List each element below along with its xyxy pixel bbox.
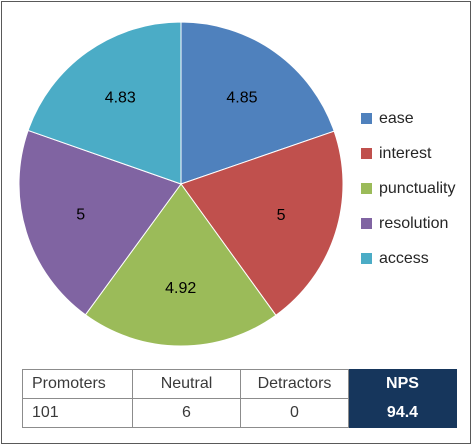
nps-table-header-row: Promoters Neutral Detractors NPS [22,369,457,399]
legend-item-interest: interest [361,136,456,171]
legend-item-ease: ease [361,101,456,136]
data-label-punctuality: 4.92 [165,280,196,297]
legend-label-access: access [379,249,429,267]
data-label-interest: 5 [277,207,286,224]
pie-slice-resolution [18,129,182,316]
value-detractors: 0 [240,398,349,428]
data-label-access: 4.83 [105,90,136,107]
legend-item-access: access [361,241,456,276]
pie-slice-ease [180,21,335,185]
value-neutral: 6 [132,398,241,428]
legend-item-resolution: resolution [361,206,456,241]
pie-slice-access [27,21,182,185]
header-neutral: Neutral [132,369,241,399]
nps-table-value-row: 101 6 0 94.4 [22,398,457,428]
data-label-resolution: 5 [76,206,85,223]
legend-swatch-access [361,253,372,264]
legend-swatch-punctuality [361,183,372,194]
legend-label-resolution: resolution [379,214,449,232]
header-detractors: Detractors [240,369,349,399]
header-nps: NPS [348,369,457,399]
nps-table: Promoters Neutral Detractors NPS 101 6 0… [22,369,457,428]
pie-slice-punctuality [84,183,277,347]
legend-label-ease: ease [379,109,414,127]
legend: ease interest punctuality resolution acc… [361,101,456,276]
data-label-ease: 4.85 [226,90,257,107]
legend-label-interest: interest [379,144,432,162]
legend-swatch-resolution [361,218,372,229]
pie-chart: 4.85 5 4.92 5 4.83 [18,21,344,347]
legend-swatch-interest [361,148,372,159]
legend-item-punctuality: punctuality [361,171,456,206]
header-promoters: Promoters [22,369,133,399]
value-promoters: 101 [22,398,133,428]
pie-slice-interest [180,130,344,317]
legend-swatch-ease [361,113,372,124]
value-nps: 94.4 [348,398,457,428]
legend-label-punctuality: punctuality [379,179,456,197]
